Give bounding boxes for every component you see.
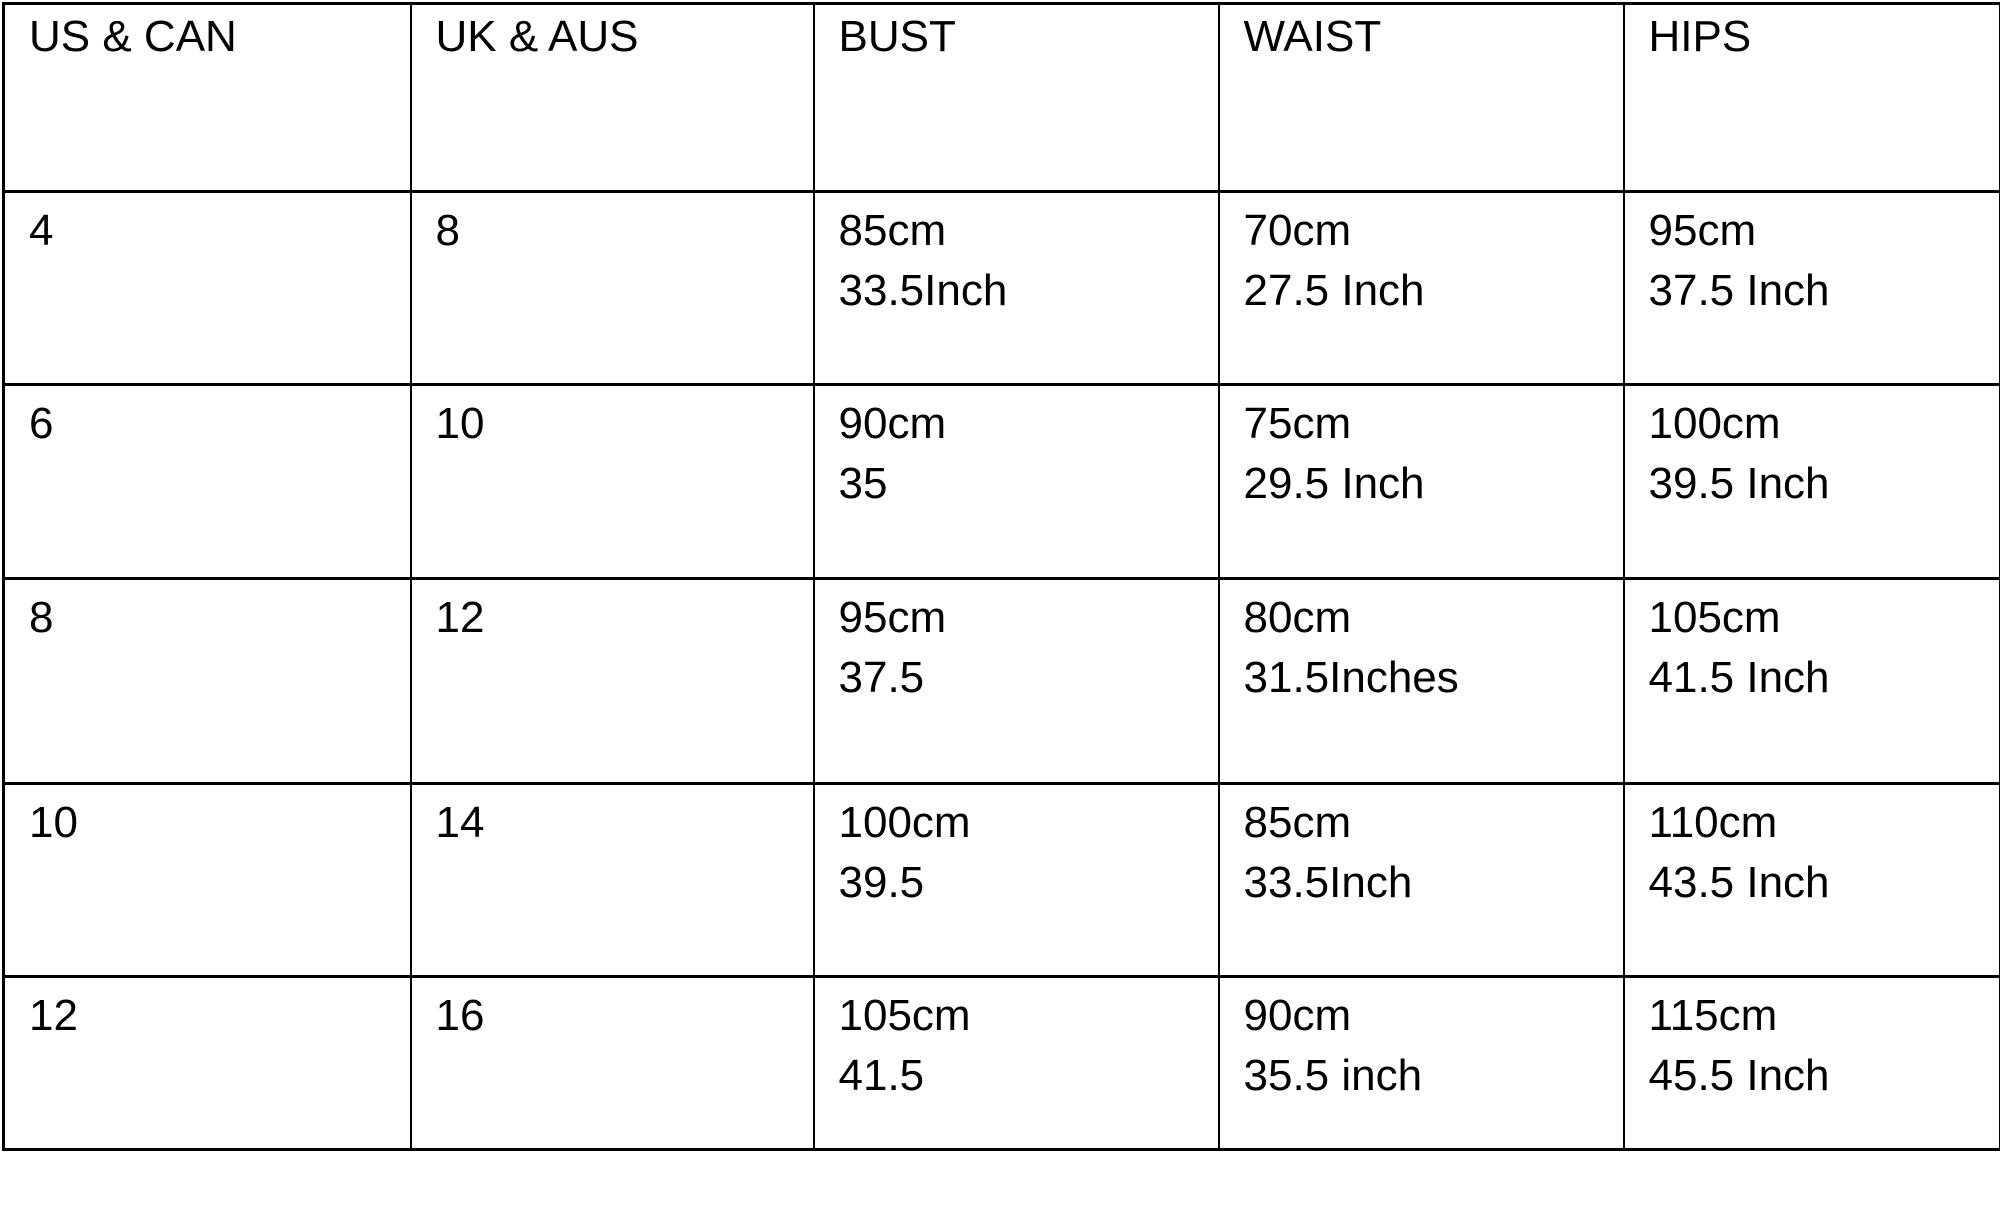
cell-bust: 90cm 35 xyxy=(814,385,1219,579)
cell-uk-aus: 12 xyxy=(411,579,814,784)
measurement-cm: 85cm xyxy=(839,201,1208,261)
measurement-inch: 35.5 inch xyxy=(1244,1046,1613,1106)
cell-uk-aus: 16 xyxy=(411,977,814,1150)
table-row: 6 10 90cm 35 75cm 29.5 Inch 100cm 39.5 I… xyxy=(4,385,2000,579)
header-bust: BUST xyxy=(814,4,1219,192)
size-chart-table: US & CAN UK & AUS BUST WAIST HIPS 4 8 85… xyxy=(2,2,2000,1151)
measurement-inch: 33.5Inch xyxy=(1244,853,1613,913)
measurement-inch: 41.5 xyxy=(839,1046,1208,1106)
measurement-cm: 70cm xyxy=(1244,201,1613,261)
measurement-inch: 29.5 Inch xyxy=(1244,454,1613,514)
cell-uk-aus: 10 xyxy=(411,385,814,579)
cell-uk-aus: 8 xyxy=(411,192,814,385)
cell-us-can: 6 xyxy=(4,385,411,579)
cell-us-can: 12 xyxy=(4,977,411,1150)
cell-bust: 95cm 37.5 xyxy=(814,579,1219,784)
cell-hips: 100cm 39.5 Inch xyxy=(1624,385,2000,579)
measurement-inch: 43.5 Inch xyxy=(1649,853,1990,913)
cell-waist: 90cm 35.5 inch xyxy=(1219,977,1624,1150)
measurement-cm: 100cm xyxy=(1649,394,1990,454)
measurement-cm: 85cm xyxy=(1244,793,1613,853)
cell-hips: 110cm 43.5 Inch xyxy=(1624,784,2000,977)
measurement-cm: 105cm xyxy=(839,986,1208,1046)
measurement-cm: 105cm xyxy=(1649,588,1990,648)
measurement-cm: 100cm xyxy=(839,793,1208,853)
header-us-can: US & CAN xyxy=(4,4,411,192)
cell-hips: 105cm 41.5 Inch xyxy=(1624,579,2000,784)
measurement-cm: 90cm xyxy=(1244,986,1613,1046)
measurement-inch: 41.5 Inch xyxy=(1649,648,1990,708)
cell-uk-aus: 14 xyxy=(411,784,814,977)
measurement-inch: 31.5Inches xyxy=(1244,648,1613,708)
cell-waist: 70cm 27.5 Inch xyxy=(1219,192,1624,385)
measurement-inch: 27.5 Inch xyxy=(1244,261,1613,321)
table-row: 10 14 100cm 39.5 85cm 33.5Inch 110cm 43.… xyxy=(4,784,2000,977)
cell-us-can: 10 xyxy=(4,784,411,977)
measurement-cm: 95cm xyxy=(1649,201,1990,261)
cell-hips: 95cm 37.5 Inch xyxy=(1624,192,2000,385)
cell-us-can: 4 xyxy=(4,192,411,385)
header-uk-aus: UK & AUS xyxy=(411,4,814,192)
cell-bust: 100cm 39.5 xyxy=(814,784,1219,977)
table-row: 4 8 85cm 33.5Inch 70cm 27.5 Inch 95cm 37… xyxy=(4,192,2000,385)
cell-bust: 105cm 41.5 xyxy=(814,977,1219,1150)
measurement-cm: 95cm xyxy=(839,588,1208,648)
cell-us-can: 8 xyxy=(4,579,411,784)
measurement-cm: 80cm xyxy=(1244,588,1613,648)
measurement-cm: 90cm xyxy=(839,394,1208,454)
cell-waist: 75cm 29.5 Inch xyxy=(1219,385,1624,579)
cell-bust: 85cm 33.5Inch xyxy=(814,192,1219,385)
measurement-inch: 37.5 Inch xyxy=(1649,261,1990,321)
header-row: US & CAN UK & AUS BUST WAIST HIPS xyxy=(4,4,2000,192)
measurement-inch: 39.5 xyxy=(839,853,1208,913)
table-row: 12 16 105cm 41.5 90cm 35.5 inch 115cm 45… xyxy=(4,977,2000,1150)
measurement-inch: 33.5Inch xyxy=(839,261,1208,321)
table-row: 8 12 95cm 37.5 80cm 31.5Inches 105cm 41.… xyxy=(4,579,2000,784)
header-hips: HIPS xyxy=(1624,4,2000,192)
measurement-inch: 39.5 Inch xyxy=(1649,454,1990,514)
header-waist: WAIST xyxy=(1219,4,1624,192)
measurement-cm: 75cm xyxy=(1244,394,1613,454)
measurement-inch: 37.5 xyxy=(839,648,1208,708)
cell-waist: 85cm 33.5Inch xyxy=(1219,784,1624,977)
cell-hips: 115cm 45.5 Inch xyxy=(1624,977,2000,1150)
measurement-cm: 115cm xyxy=(1649,986,1990,1046)
measurement-cm: 110cm xyxy=(1649,793,1990,853)
measurement-inch: 35 xyxy=(839,454,1208,514)
measurement-inch: 45.5 Inch xyxy=(1649,1046,1990,1106)
cell-waist: 80cm 31.5Inches xyxy=(1219,579,1624,784)
